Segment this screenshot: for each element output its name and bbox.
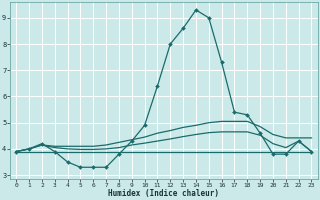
X-axis label: Humidex (Indice chaleur): Humidex (Indice chaleur)	[108, 189, 220, 198]
